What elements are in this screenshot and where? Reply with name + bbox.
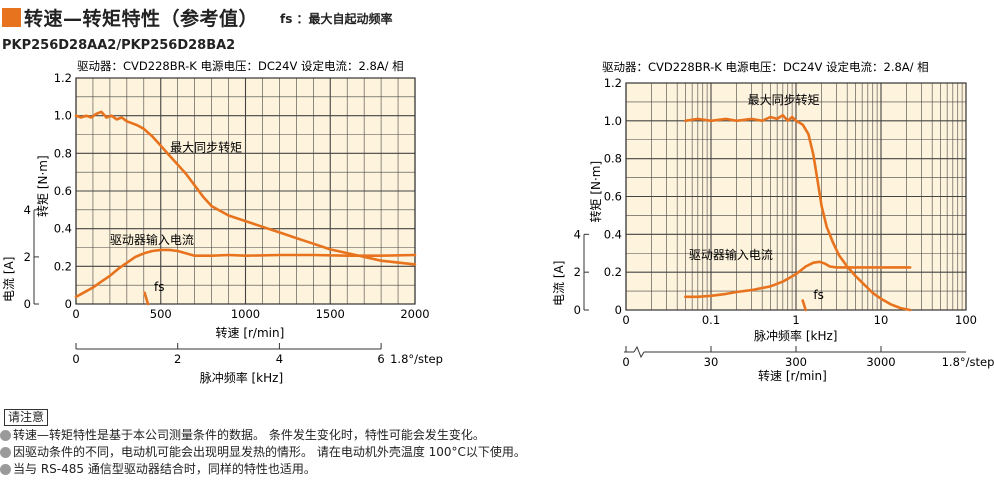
torque-tick-label: 0.2 — [604, 265, 622, 279]
x-tick-label: 1 — [792, 313, 799, 327]
torque-tick-label: 0 — [615, 303, 622, 317]
driver-info: 驱动器：CVD228BR-K 电源电压：DC24V 设定电流：2.8A/ 相 — [77, 59, 404, 73]
x-tick-label: 500 — [150, 307, 172, 321]
torque-tick-label: 0.4 — [604, 227, 622, 241]
x-tick-label: 100 — [955, 313, 977, 327]
torque-tick-label: 0 — [65, 297, 72, 311]
torque-tick-label: 0.8 — [54, 146, 72, 160]
torque-axis-label: 转矩 [N·m] — [588, 161, 603, 223]
pulse-tick-label: 0 — [72, 352, 79, 366]
speed-tick-label: 3000 — [866, 355, 895, 369]
series-label-torque: 最大同步转矩 — [748, 92, 820, 107]
note-text: 当与 RS-485 通信型驱动器结合时，同样的特性也适用。 — [13, 462, 316, 476]
series-label-torque: 最大同步转矩 — [170, 140, 242, 155]
pulse-axis-label: 脉冲频率 [kHz] — [200, 370, 283, 385]
speed-tick-label: 30 — [704, 355, 719, 369]
x-tick-label: 0 — [72, 307, 79, 321]
bullet-icon — [0, 464, 11, 475]
note-item: 转速—转矩特性是基于本公司测量条件的数据。 条件发生变化时，特性可能会发生变化。 — [0, 428, 485, 443]
torque-axis-label: 转矩 [N·m] — [35, 155, 50, 217]
pulse-tick-label: 6 — [377, 352, 384, 366]
step-angle-label: 1.8°/step — [942, 355, 994, 369]
notes-heading: 请注意 — [4, 409, 49, 426]
series-line-2 — [143, 291, 150, 306]
note-item: 因驱动条件的不同，电动机可能会出现明显发热的情形。 请在电动机外壳温度 100°… — [0, 445, 526, 460]
torque-tick-label: 1.2 — [604, 76, 622, 90]
current-tick-label: 4 — [574, 227, 581, 241]
x-tick-label: 0.1 — [702, 313, 720, 327]
driver-info: 驱动器：CVD228BR-K 电源电压：DC24V 设定电流：2.8A/ 相 — [602, 60, 929, 74]
current-axis-label: 电流 [A] — [552, 261, 566, 306]
x-axis-label: 转速 [r/min] — [216, 325, 285, 340]
step-angle-label: 1.8°/step — [390, 352, 443, 366]
note-text: 因驱动条件的不同，电动机可能会出现明显发热的情形。 请在电动机外壳温度 100°… — [13, 445, 526, 459]
series-line-2 — [801, 299, 808, 312]
torque-tick-label: 1.0 — [54, 109, 72, 123]
plot-frame — [75, 77, 416, 305]
x-tick-label: 0 — [622, 313, 629, 327]
speed-torque-chart-linear: 驱动器：CVD228BR-K 电源电压：DC24V 设定电流：2.8A/ 相00… — [2, 59, 443, 385]
plot-frame — [625, 82, 967, 311]
series-label-current: 驱动器输入电流 — [689, 247, 773, 262]
current-tick-label: 4 — [24, 203, 31, 217]
x-tick-label: 1000 — [231, 307, 260, 321]
speed-torque-chart-log: 驱动器：CVD228BR-K 电源电压：DC24V 设定电流：2.8A/ 相00… — [552, 60, 994, 383]
fs-legend-note: fs ：最大自起动频率 — [280, 11, 393, 26]
series-line-1 — [684, 260, 912, 299]
speed-tick-label: 0 — [622, 355, 629, 369]
torque-tick-label: 0.8 — [604, 152, 622, 166]
speed-tick-label: 300 — [785, 355, 807, 369]
torque-tick-label: 0.6 — [54, 184, 72, 198]
series-line-1 — [74, 248, 417, 299]
torque-tick-label: 1.2 — [54, 71, 72, 85]
x-tick-label: 10 — [874, 313, 889, 327]
note-item: 当与 RS-485 通信型驱动器结合时，同样的特性也适用。 — [0, 462, 316, 477]
torque-tick-label: 0.6 — [604, 190, 622, 204]
series-line-0 — [74, 110, 417, 266]
note-text: 转速—转矩特性是基于本公司测量条件的数据。 条件发生变化时，特性可能会发生变化。 — [13, 428, 485, 442]
series-label-fs: fs — [813, 288, 823, 302]
bullet-icon — [0, 430, 11, 441]
orange-square-icon — [2, 7, 21, 27]
current-tick-label: 0 — [574, 303, 581, 317]
torque-tick-label: 0.4 — [54, 222, 72, 236]
axis-break-icon — [633, 345, 645, 359]
series-line-0 — [684, 113, 912, 312]
current-tick-label: 2 — [574, 265, 581, 279]
x-axis-label: 脉冲频率 [kHz] — [754, 328, 837, 343]
current-tick-label: 2 — [24, 250, 31, 264]
pulse-tick-label: 4 — [276, 352, 283, 366]
title-bar: 转速—转矩特性（参考值） fs ：最大自起动频率 — [0, 2, 393, 32]
page-title: 转速—转矩特性（参考值） — [24, 7, 259, 30]
torque-tick-label: 0.2 — [54, 259, 72, 273]
x-tick-label: 1500 — [316, 307, 345, 321]
pulse-tick-label: 2 — [174, 352, 181, 366]
current-axis-label: 电流 [A] — [2, 257, 16, 302]
torque-tick-label: 1.0 — [604, 114, 622, 128]
x-tick-label: 2000 — [400, 307, 429, 321]
speed-axis-label: 转速 [r/min] — [758, 368, 827, 383]
current-tick-label: 0 — [24, 297, 31, 311]
series-label-current: 驱动器输入电流 — [110, 232, 194, 247]
bullet-icon — [0, 447, 11, 458]
model-number: PKP256D28AA2/PKP256D28BA2 — [2, 38, 236, 53]
series-label-fs: fs — [154, 280, 164, 294]
